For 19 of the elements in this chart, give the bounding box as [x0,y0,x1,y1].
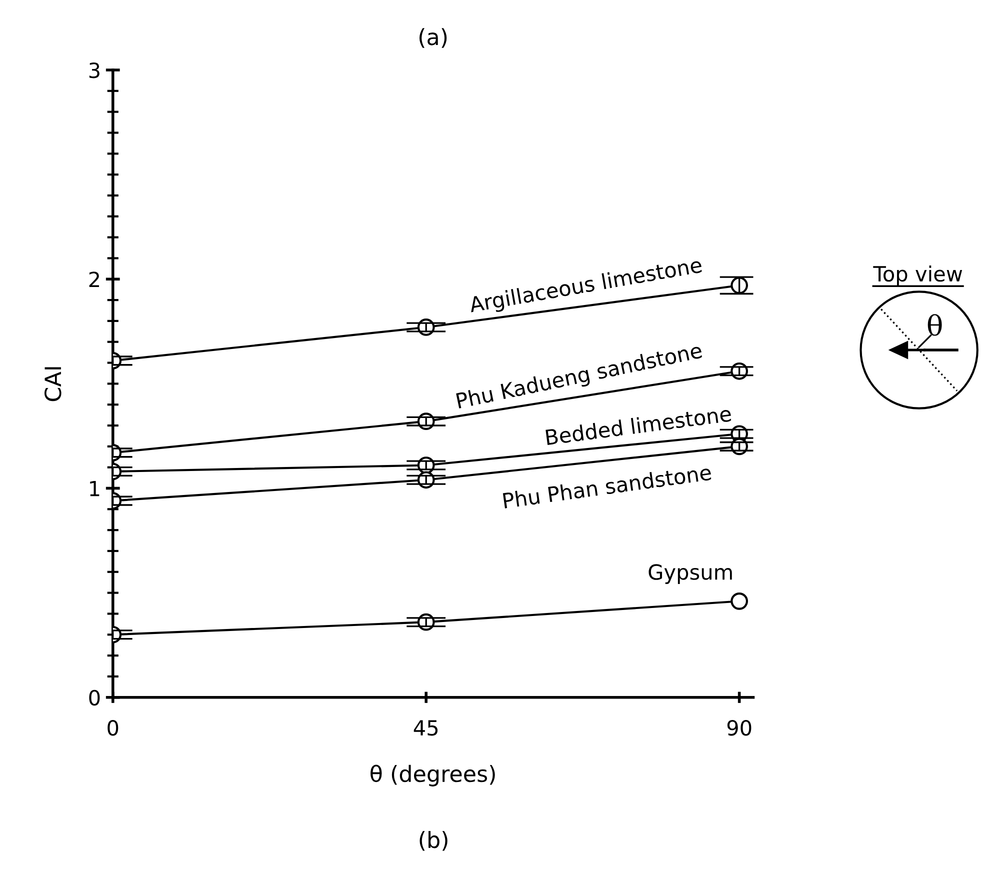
text: (b) [420,830,448,851]
x-axis-title: θ (degrees) [370,764,495,786]
chart-title: (a) [419,28,447,48]
series-label: Gypsum [648,564,732,584]
y-axis-title: CAI [44,367,62,402]
y-tick-label: 3 [89,62,100,78]
text: Phu Phan sandstone [502,464,712,509]
text: Phu Kadueng sandstone [456,346,703,408]
x-tick-label: 90 [727,720,752,736]
text: θ [928,314,942,336]
text: Argillaceous limestone [468,256,704,317]
x-tick-label: 45 [414,720,438,736]
y-tick-label: 0 [89,690,100,706]
y-tick-label: 1 [90,480,100,496]
text: Top view [873,266,962,286]
x-tick-label: 0 [108,720,118,736]
text: Bedded limestone [546,409,732,445]
point [730,592,748,610]
y-tick-label: 2 [89,272,99,288]
